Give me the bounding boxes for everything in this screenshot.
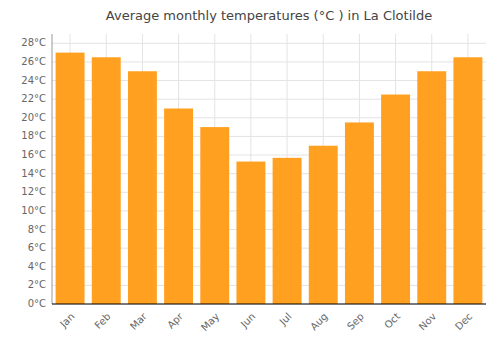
bar [56, 53, 85, 304]
bar [92, 57, 121, 304]
x-tick-label: Jul [277, 311, 294, 328]
y-tick-label: 28°C [21, 37, 46, 48]
axes: 0°C 2°C 4°C 6°C 8°C 10°C 12°C 14°C 16°C 18°C 20°C 2… [21, 34, 486, 333]
y-tick-label: 2°C [28, 279, 46, 290]
bars [56, 53, 483, 304]
y-tick-label: 20°C [21, 112, 46, 123]
x-tick-label: Mar [128, 310, 150, 332]
bar [128, 71, 157, 304]
x-tick-label: Aug [308, 311, 330, 333]
y-grid-line [52, 43, 486, 44]
y-tick-label: 10°C [21, 205, 46, 216]
title: Average monthly temperatures (°C ) in La… [106, 8, 432, 23]
x-tick-label: May [199, 311, 221, 333]
y-tick-label: 24°C [21, 75, 46, 86]
bar [453, 57, 482, 304]
y-tick-label: 18°C [21, 130, 46, 141]
x-tick-label: Jun [238, 311, 258, 331]
y-tick-label: 4°C [28, 261, 46, 272]
y-grid-line [52, 304, 486, 305]
x-axis-line [52, 304, 486, 305]
chart: 0°C 2°C 4°C 6°C 8°C 10°C 12°C 14°C 16°C 18°C 20°C 2… [0, 0, 500, 350]
bar [345, 122, 374, 304]
y-axis-line [52, 34, 53, 304]
y-tick-label: 6°C [28, 242, 46, 253]
y-tick-label: 26°C [21, 56, 46, 67]
y-tick-label: 14°C [21, 168, 46, 179]
x-tick-label: Apr [165, 310, 186, 331]
bar [381, 95, 410, 304]
y-tick-label: 22°C [21, 93, 46, 104]
bar [164, 108, 193, 304]
bar [200, 127, 229, 304]
x-tick-label: Jan [57, 311, 76, 330]
grid [52, 34, 486, 304]
x-tick-label: Oct [382, 311, 402, 331]
bar [417, 71, 446, 304]
bar [273, 158, 302, 304]
x-tick-label: Dec [453, 311, 474, 332]
bar [236, 162, 265, 304]
x-tick-label: Nov [417, 311, 439, 333]
y-tick-label: 8°C [28, 224, 46, 235]
y-tick-label: 16°C [21, 149, 46, 160]
y-tick-label: 12°C [21, 186, 46, 197]
bar [309, 146, 338, 304]
x-tick-label: Feb [92, 311, 112, 331]
y-tick-label: 0°C [28, 298, 46, 309]
x-tick-label: Sep [345, 311, 366, 332]
